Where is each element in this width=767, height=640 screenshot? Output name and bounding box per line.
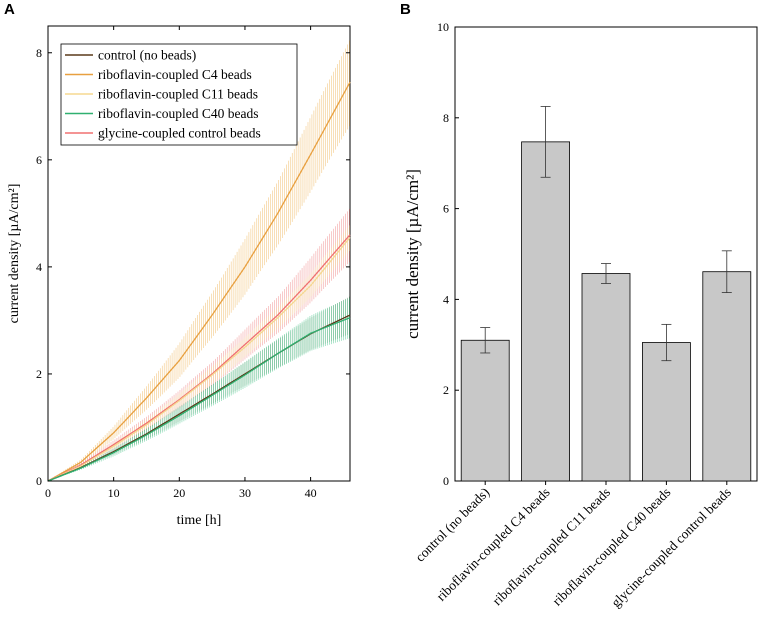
category-label: riboflavin-coupled C11 beads xyxy=(489,485,613,609)
x-tick-label: 10 xyxy=(108,486,120,500)
legend-entry: riboflavin-coupled C40 beads xyxy=(98,106,258,121)
y-axis-title: current density [µA/cm²] xyxy=(7,184,22,324)
line-chart: 0 10 20 30 40 0 2 4 6 8 time [h] current density [µ… xyxy=(7,25,351,528)
error-bar xyxy=(661,323,672,362)
y-tick-label: 6 xyxy=(36,153,42,167)
y-tick-label: 8 xyxy=(36,46,42,60)
category-label: riboflavin-coupled C40 beads xyxy=(549,485,673,609)
category-label: riboflavin-coupled C4 beads xyxy=(433,485,552,604)
y-tick-label: 2 xyxy=(443,383,449,397)
legend-entry: riboflavin-coupled C11 beads xyxy=(98,87,258,102)
bar xyxy=(460,339,510,482)
series-line xyxy=(47,234,351,482)
y-tick-label: 6 xyxy=(443,202,449,216)
y-tick-label: 0 xyxy=(36,474,42,488)
x-tick-label: 40 xyxy=(305,486,317,500)
bar xyxy=(581,273,631,482)
series-line xyxy=(47,317,351,482)
legend-entry: riboflavin-coupled C4 beads xyxy=(98,67,252,82)
series-line xyxy=(47,81,351,482)
bar xyxy=(702,271,752,482)
x-axis-title: time [h] xyxy=(177,513,222,528)
error-bar xyxy=(721,250,732,293)
legend-entry: control (no beads) xyxy=(98,48,196,63)
y-tick-label: 2 xyxy=(36,367,42,381)
y-tick-label: 4 xyxy=(443,292,449,306)
error-bar xyxy=(540,106,551,178)
plot-frame xyxy=(47,25,351,482)
error-bar xyxy=(480,327,491,354)
y-tick-label: 0 xyxy=(443,474,449,488)
x-tick-label: 30 xyxy=(239,486,251,500)
y-tick-label: 8 xyxy=(443,111,449,125)
series-line xyxy=(47,237,351,482)
y-tick-label: 10 xyxy=(437,20,449,34)
legend-entry: glycine-coupled control beads xyxy=(98,126,261,141)
error-band xyxy=(49,225,350,481)
legend: control (no beads) riboflavin-coupled C4 … xyxy=(60,43,298,146)
bar xyxy=(642,342,691,482)
error-bar xyxy=(601,263,611,284)
x-tick-label: 0 xyxy=(45,486,51,500)
x-tick-label: 20 xyxy=(173,486,185,500)
panel-letter-b: B xyxy=(400,1,411,18)
y-tick-label: 4 xyxy=(36,260,42,274)
category-label: glycine-coupled control beads xyxy=(608,485,734,611)
bar xyxy=(521,141,570,482)
panel-letter-a: A xyxy=(4,1,15,18)
y-axis-title: current density [µA/cm²] xyxy=(403,169,422,339)
